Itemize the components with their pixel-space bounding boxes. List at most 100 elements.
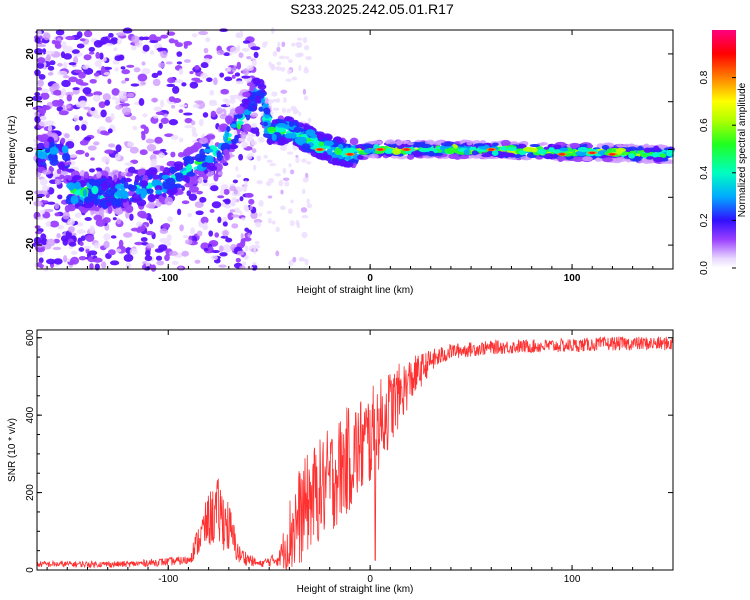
spectral-blob: [205, 155, 214, 164]
spectral-blob: [178, 109, 184, 114]
spectral-blob: [200, 242, 210, 250]
spectral-blob: [75, 149, 85, 155]
spectral-blob: [102, 93, 111, 101]
spectral-blob: [231, 74, 236, 79]
spectral-blob: [141, 67, 151, 75]
spectral-blob: [400, 140, 409, 145]
spectral-blob: [151, 174, 160, 180]
spectral-blob: [53, 258, 63, 265]
spectral-blob: [81, 124, 87, 131]
spectral-blob: [109, 180, 116, 189]
spectral-blob: [288, 259, 294, 267]
spectral-blob: [226, 126, 231, 132]
spectral-blob: [326, 148, 333, 153]
spectral-blob: [173, 161, 184, 169]
spectral-blob: [87, 145, 97, 151]
spectral-blob: [176, 51, 183, 57]
spectral-blob: [295, 219, 300, 226]
spectral-blob: [153, 106, 163, 112]
spec-y-tick-label: 20: [25, 48, 36, 60]
spectral-blob: [83, 245, 91, 250]
spectral-blob: [282, 177, 290, 181]
spectral-blob: [155, 189, 162, 195]
spectral-blob: [46, 238, 56, 247]
spectral-blob: [124, 77, 130, 82]
spectral-blob: [92, 193, 98, 201]
spectral-blob: [125, 262, 132, 269]
spectral-blob: [609, 153, 616, 156]
spectral-blob: [306, 198, 310, 205]
spectral-blob: [226, 66, 232, 72]
spectral-blob: [66, 182, 76, 190]
spectral-blob: [54, 176, 63, 180]
spectrogram-y-label: Frequency (Hz): [7, 116, 18, 185]
spectral-blob: [240, 217, 246, 221]
spectral-blob: [144, 255, 153, 262]
spectral-blob: [147, 193, 156, 203]
spectral-blob: [288, 163, 292, 168]
spectral-blob: [492, 142, 499, 147]
spectral-blob: [110, 37, 118, 42]
spectral-blob: [56, 233, 61, 239]
spectral-blob: [47, 72, 54, 76]
spectral-blob: [142, 36, 150, 41]
spectral-blob: [41, 185, 50, 192]
spectral-blob: [559, 147, 569, 152]
spectral-blob: [209, 209, 215, 213]
spectral-blob: [232, 94, 239, 99]
spectral-blob: [646, 156, 654, 160]
spectral-blob: [71, 250, 78, 255]
spectral-blob: [306, 161, 312, 165]
spectral-blob: [258, 199, 264, 207]
spectral-blob: [239, 210, 243, 216]
spectral-blob: [46, 258, 56, 265]
spectral-blob: [242, 185, 248, 193]
spectral-blob: [281, 41, 286, 48]
spectral-blob: [130, 115, 137, 121]
spectral-blob: [347, 153, 353, 156]
spectral-blob: [275, 250, 280, 257]
spectral-blob: [552, 144, 562, 149]
spectral-blob: [153, 115, 159, 119]
spectral-blob: [210, 255, 218, 261]
spectral-blob: [216, 50, 225, 56]
spectral-blob: [49, 60, 56, 66]
spectral-blob: [62, 75, 70, 79]
spectral-blob: [539, 142, 549, 146]
spectral-blob: [83, 30, 93, 38]
spectral-blob: [185, 163, 193, 172]
spectral-blob: [235, 80, 244, 85]
spectral-blob: [548, 146, 555, 153]
spectral-blob: [118, 90, 128, 99]
spectral-blob: [474, 143, 486, 147]
spectral-blob: [34, 37, 41, 44]
spectral-blob: [491, 150, 499, 157]
snr-y-label: SNR (10 * v/v): [7, 418, 18, 482]
spectral-blob: [74, 124, 80, 131]
spectral-blob: [392, 148, 402, 155]
spectral-blob: [33, 200, 43, 207]
spectral-blob: [195, 210, 204, 216]
spectral-blob: [236, 127, 241, 135]
spec-y-tick-label: 10: [25, 96, 36, 108]
spectral-blob: [120, 191, 129, 200]
spectral-blob: [385, 153, 393, 157]
spectral-blob: [222, 98, 229, 103]
spectral-blob: [61, 152, 71, 162]
spectral-blob: [302, 88, 307, 95]
spectral-blob: [142, 44, 150, 52]
spectral-blob: [110, 112, 115, 121]
spectral-blob: [295, 157, 300, 164]
spectral-blob: [90, 107, 96, 112]
spectral-blob: [256, 180, 263, 185]
spectral-blob: [167, 216, 173, 223]
spectral-blob: [156, 47, 167, 51]
spectral-blob: [240, 233, 244, 239]
spectral-blob: [447, 150, 455, 155]
spectral-blob: [219, 252, 228, 257]
spectral-blob: [133, 67, 141, 73]
spectral-blob: [306, 203, 313, 209]
spectral-blob: [251, 59, 257, 67]
spectral-blob: [93, 40, 104, 48]
spectral-blob: [213, 77, 218, 86]
